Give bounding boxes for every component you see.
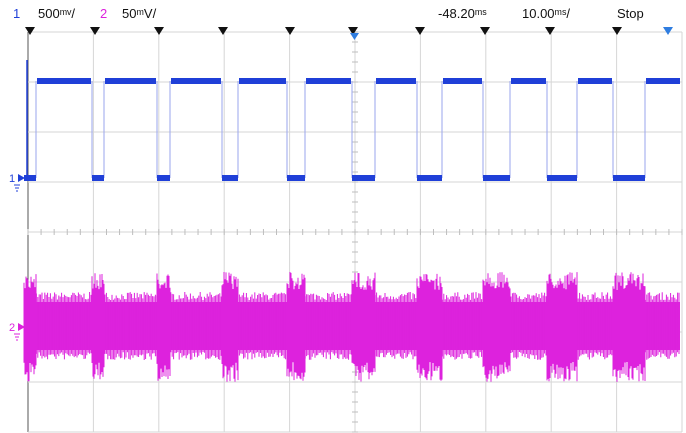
ch2-burst bbox=[23, 274, 37, 382]
ch2-burst bbox=[546, 272, 578, 382]
ch1-high-level bbox=[376, 78, 416, 84]
edge-marker-icon bbox=[90, 27, 100, 35]
graticule bbox=[27, 31, 683, 433]
ch1-number[interactable]: 1 bbox=[13, 6, 21, 21]
ch2-burst bbox=[221, 272, 239, 382]
ch1-high-level bbox=[37, 78, 91, 84]
ch2-burst bbox=[612, 272, 646, 382]
ch1-high-level bbox=[306, 78, 351, 84]
ch2-marker-label: 2 bbox=[9, 322, 15, 334]
edge-marker-icon bbox=[154, 27, 164, 35]
ch1-low-level bbox=[92, 175, 104, 181]
ch1-ground-icon bbox=[14, 184, 20, 192]
run-state-indicator[interactable]: Stop bbox=[617, 6, 644, 21]
edge-marker-icon bbox=[348, 27, 358, 35]
ch1-high-level bbox=[105, 78, 156, 84]
ch1-high-level bbox=[646, 78, 680, 84]
ch2-ground-icon bbox=[14, 333, 20, 341]
ch1-high-level bbox=[239, 78, 286, 84]
edge-marker-icon bbox=[415, 27, 425, 35]
ch1-low-level bbox=[417, 175, 442, 181]
time-scale-readout[interactable]: 10.00ᵐˢ/ bbox=[522, 6, 571, 21]
ch2-scale-readout[interactable]: 50ᵐV/ bbox=[122, 6, 157, 21]
ch1-high-level bbox=[171, 78, 221, 84]
ch1-low-level bbox=[352, 175, 375, 181]
ch2-ground-arrow-icon bbox=[18, 323, 25, 331]
ch1-low-level bbox=[287, 175, 305, 181]
ch1-marker-label: 1 bbox=[9, 173, 15, 185]
ch1-low-level bbox=[483, 175, 510, 181]
ch1-high-level bbox=[511, 78, 546, 84]
ch2-ground-marker[interactable]: 2 bbox=[9, 322, 25, 341]
ch2-number[interactable]: 2 bbox=[100, 6, 108, 21]
ch1-waveform bbox=[24, 60, 680, 181]
ch1-low-level bbox=[24, 175, 36, 181]
ch2-burst bbox=[91, 273, 105, 380]
edge-marker-icon bbox=[480, 27, 490, 35]
ch1-high-level bbox=[443, 78, 482, 84]
edge-marker-icon bbox=[218, 27, 228, 35]
edge-marker-icon bbox=[25, 27, 35, 35]
edge-marker-icon bbox=[612, 27, 622, 35]
channel-markers: 1 2 bbox=[9, 173, 25, 341]
ch1-low-level bbox=[547, 175, 577, 181]
ch1-low-level bbox=[157, 175, 170, 181]
ch1-low-level bbox=[222, 175, 238, 181]
ch2-burst bbox=[482, 272, 511, 382]
ch1-ground-arrow-icon bbox=[18, 174, 25, 182]
time-reference-icon bbox=[350, 33, 359, 40]
ch1-scale-readout[interactable]: 500ᵐᵛ/ bbox=[38, 6, 75, 21]
status-bar: 1 500ᵐᵛ/ 2 50ᵐV/ -48.20ᵐˢ 10.00ᵐˢ/ Stop bbox=[0, 0, 686, 26]
ch1-ground-marker[interactable]: 1 bbox=[9, 173, 25, 192]
time-delay-readout[interactable]: -48.20ᵐˢ bbox=[438, 6, 487, 21]
edge-marker-icon bbox=[285, 27, 295, 35]
edge-markers bbox=[25, 27, 673, 40]
ch2-burst bbox=[156, 273, 171, 381]
trigger-position-icon bbox=[663, 27, 673, 35]
ch1-low-level bbox=[613, 175, 645, 181]
ch1-high-level bbox=[578, 78, 612, 84]
ch2-burst bbox=[351, 272, 376, 382]
ch2-waveform bbox=[23, 272, 680, 382]
edge-marker-icon bbox=[545, 27, 555, 35]
ch2-burst bbox=[416, 273, 443, 381]
ch2-burst bbox=[286, 272, 306, 381]
